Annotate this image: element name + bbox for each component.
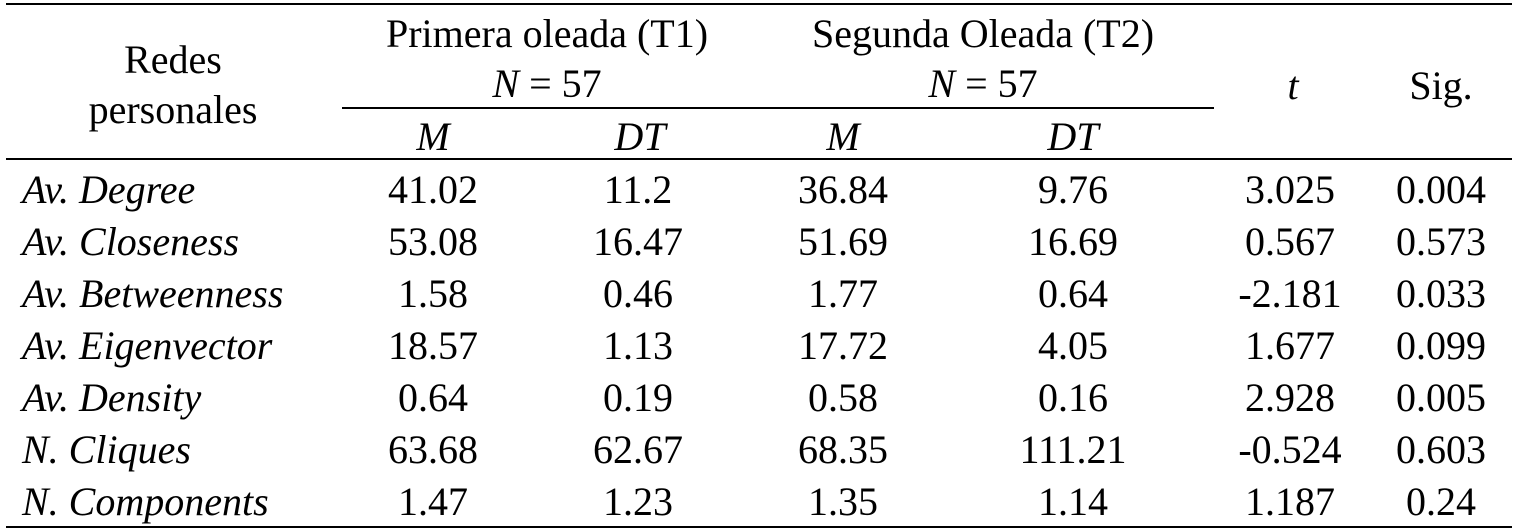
cell-t2-mean: 1.35 — [808, 479, 878, 524]
wave1-m-header: M — [416, 114, 450, 159]
cell-t1-sd: 16.47 — [593, 219, 683, 264]
stub-header-line2: personales — [88, 87, 258, 132]
cell-t1-sd: 11.2 — [603, 167, 673, 212]
cell-t1-sd: 62.67 — [593, 427, 683, 472]
cell-t: -0.524 — [1238, 427, 1342, 472]
cell-t1-mean: 1.58 — [398, 271, 468, 316]
cell-t1-sd: 0.46 — [603, 271, 673, 316]
wave2-n-variable: N — [928, 61, 956, 106]
cell-t1-sd: 1.23 — [603, 479, 673, 524]
cell-t2-mean: 68.35 — [798, 427, 888, 472]
cell-t1-mean: 0.64 — [398, 375, 468, 420]
sig-header: Sig. — [1409, 63, 1473, 108]
cell-sig: 0.033 — [1396, 271, 1486, 316]
cell-t1-mean: 41.02 — [388, 167, 478, 212]
cell-t1-sd: 1.13 — [603, 323, 673, 368]
wave1-n: N = 57 — [492, 62, 601, 106]
cell-t2-mean: 51.69 — [798, 219, 888, 264]
cell-t2-mean: 1.77 — [808, 271, 878, 316]
row-label: N. Cliques — [22, 427, 191, 472]
cell-t2-mean: 36.84 — [798, 167, 888, 212]
cell-sig: 0.24 — [1406, 479, 1476, 524]
cell-t2-sd: 9.76 — [1038, 167, 1108, 212]
wave1-n-value: = 57 — [519, 61, 602, 106]
wave1-n-variable: N — [492, 61, 520, 106]
wave2-m-header: M — [826, 114, 860, 159]
cell-t2-sd: 1.14 — [1038, 479, 1108, 524]
table-top-rule — [6, 3, 1512, 5]
wave2-dt-header: DT — [1047, 114, 1099, 159]
cell-t: 2.928 — [1245, 375, 1335, 420]
header-bottom-rule — [6, 158, 1512, 160]
t-header: t — [1287, 63, 1299, 108]
cell-t: 0.567 — [1245, 219, 1335, 264]
cell-t: -2.181 — [1238, 271, 1342, 316]
cell-t2-sd: 0.16 — [1038, 375, 1108, 420]
row-label: Av. Density — [22, 375, 202, 420]
stub-header-line1: Redes — [124, 37, 222, 82]
cell-t1-mean: 53.08 — [388, 219, 478, 264]
cell-t: 3.025 — [1245, 167, 1335, 212]
wave2-n-value: = 57 — [955, 61, 1038, 106]
wave1-title: Primera oleada (T1) — [385, 11, 709, 56]
cell-t1-mean: 1.47 — [398, 479, 468, 524]
cell-t1-mean: 63.68 — [388, 427, 478, 472]
row-label: Av. Betweenness — [22, 271, 284, 316]
cell-t: 1.677 — [1245, 323, 1335, 368]
cell-t2-sd: 4.05 — [1038, 323, 1108, 368]
cell-t1-mean: 18.57 — [388, 323, 478, 368]
wave-header-rule — [342, 107, 1214, 109]
cell-t2-mean: 17.72 — [798, 323, 888, 368]
cell-t2-mean: 0.58 — [808, 375, 878, 420]
cell-t1-sd: 0.19 — [603, 375, 673, 420]
cell-t: 1.187 — [1245, 479, 1335, 524]
table-bottom-rule — [6, 526, 1512, 528]
wave2-title: Segunda Oleada (T2) — [811, 11, 1155, 56]
wave1-dt-header: DT — [614, 114, 666, 159]
cell-sig: 0.004 — [1396, 167, 1486, 212]
row-label: N. Components — [22, 479, 269, 524]
cell-sig: 0.099 — [1396, 323, 1486, 368]
wave2-n: N = 57 — [928, 62, 1037, 106]
cell-t2-sd: 0.64 — [1038, 271, 1108, 316]
cell-sig: 0.603 — [1396, 427, 1486, 472]
row-label: Av. Closeness — [22, 219, 240, 264]
cell-t2-sd: 16.69 — [1028, 219, 1118, 264]
row-label: Av. Eigenvector — [22, 323, 273, 368]
cell-sig: 0.573 — [1396, 219, 1486, 264]
cell-t2-sd: 111.21 — [1019, 427, 1127, 472]
cell-sig: 0.005 — [1396, 375, 1486, 420]
row-label: Av. Degree — [22, 167, 196, 212]
